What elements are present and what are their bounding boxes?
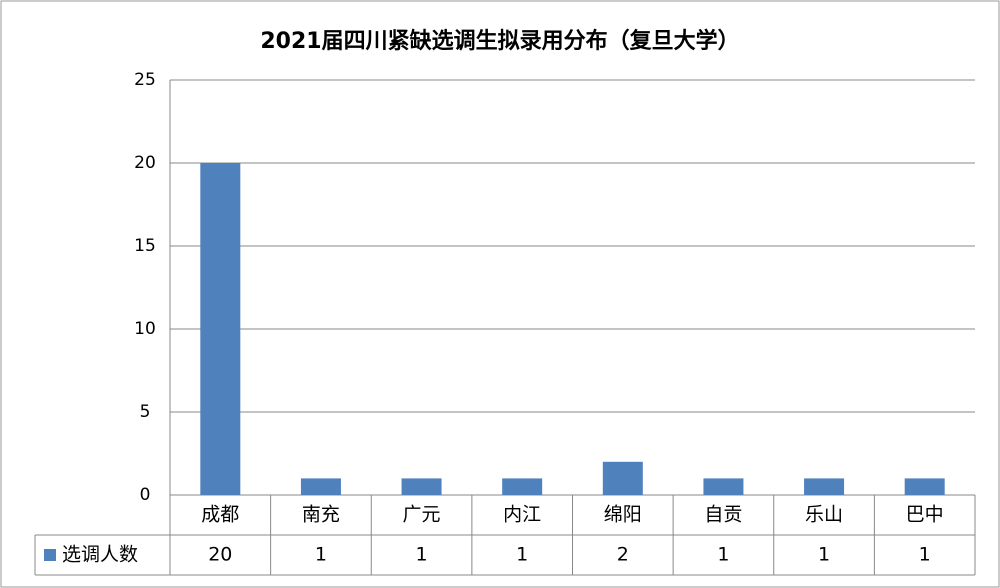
x-tick-label: 内江 <box>503 504 541 526</box>
table-value: 1 <box>717 544 729 566</box>
x-tick-label: 自贡 <box>704 504 742 526</box>
bar <box>703 478 744 495</box>
x-tick-label: 成都 <box>201 504 239 526</box>
y-tick-label: 25 <box>134 70 156 90</box>
table-value: 1 <box>516 544 528 566</box>
bar <box>602 461 643 495</box>
x-tick-label: 乐山 <box>805 504 843 526</box>
legend-swatch <box>44 549 56 561</box>
bar <box>401 478 442 495</box>
x-tick-label: 绵阳 <box>604 504 642 526</box>
y-tick-label: 20 <box>134 153 156 173</box>
x-tick-label: 巴中 <box>906 504 944 526</box>
table-value: 1 <box>315 544 327 566</box>
table-value: 1 <box>416 544 428 566</box>
bar <box>804 478 845 495</box>
table-value: 1 <box>818 544 830 566</box>
table-value: 20 <box>208 544 232 566</box>
x-tick-label: 广元 <box>403 504 441 526</box>
chart-title: 2021届四川紧缺选调生拟录用分布（复旦大学） <box>260 28 739 54</box>
y-tick-label: 5 <box>140 402 151 422</box>
bar <box>200 163 241 495</box>
x-tick-label: 南充 <box>302 504 340 526</box>
table-value: 1 <box>919 544 931 566</box>
y-tick-label: 15 <box>134 236 156 256</box>
table-value: 2 <box>617 544 629 566</box>
y-tick-label: 10 <box>134 319 156 339</box>
bar <box>502 478 543 495</box>
y-tick-label: 0 <box>140 485 151 505</box>
bar <box>904 478 945 495</box>
legend-label: 选调人数 <box>62 544 138 566</box>
bar <box>300 478 341 495</box>
